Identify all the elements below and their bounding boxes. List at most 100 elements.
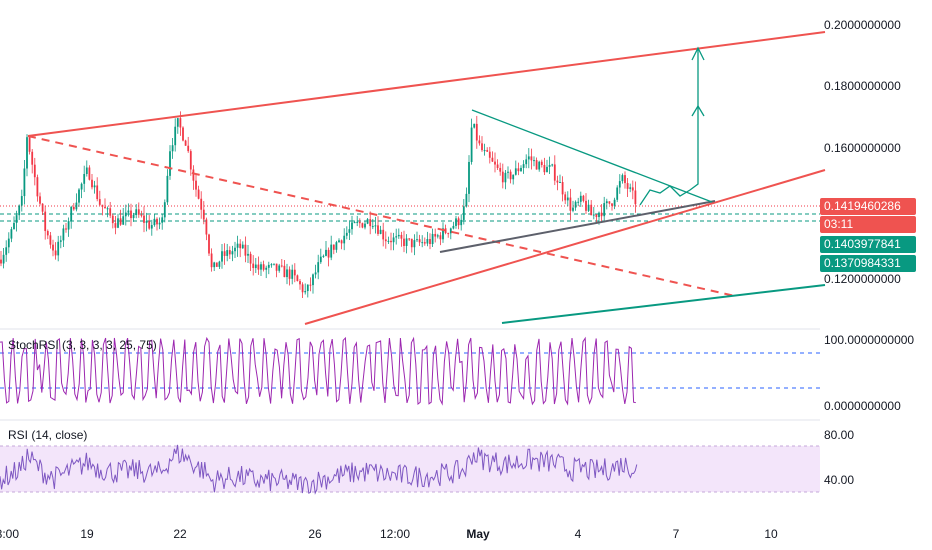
candle-body bbox=[358, 221, 361, 224]
rsi-pane[interactable] bbox=[0, 444, 820, 495]
candle-body bbox=[228, 250, 231, 255]
candle-body bbox=[254, 264, 257, 269]
candle-body bbox=[530, 156, 533, 161]
x-label-5: May bbox=[466, 527, 490, 541]
candle-body bbox=[361, 223, 364, 228]
candle-body bbox=[174, 126, 177, 146]
candle-body bbox=[130, 210, 132, 219]
candle-body bbox=[595, 214, 598, 218]
candle-body bbox=[239, 243, 242, 249]
x-label-4: 12:00 bbox=[379, 527, 411, 541]
candle-body bbox=[309, 284, 312, 286]
candle-body bbox=[455, 218, 457, 226]
candle-body bbox=[57, 241, 60, 256]
stochrsi-scale-bottom: 0.0000000000 bbox=[824, 399, 901, 413]
candle-body bbox=[496, 164, 499, 168]
candle-body bbox=[75, 202, 78, 210]
candle-body bbox=[158, 222, 161, 225]
candle-body bbox=[590, 204, 593, 216]
candle-body bbox=[135, 209, 138, 216]
candle-body bbox=[247, 253, 249, 256]
candle-body bbox=[257, 264, 260, 270]
candle-body bbox=[78, 189, 80, 203]
candle-body bbox=[462, 206, 465, 220]
stochrsi-scale-top: 100.0000000000 bbox=[824, 333, 915, 347]
candle-body bbox=[377, 225, 379, 234]
candle-body bbox=[208, 234, 210, 254]
candle-body bbox=[520, 167, 522, 172]
candle-body bbox=[148, 221, 151, 229]
candle-body bbox=[278, 265, 281, 271]
candle-body bbox=[72, 206, 75, 210]
candle-body bbox=[504, 172, 507, 183]
candle-body bbox=[317, 262, 320, 273]
candle-body bbox=[267, 264, 270, 268]
candle-body bbox=[618, 181, 621, 188]
candle-body bbox=[611, 203, 613, 206]
candle-body bbox=[31, 151, 34, 165]
candle-body bbox=[403, 238, 405, 247]
stochrsi-line bbox=[0, 336, 636, 406]
candle-body bbox=[241, 244, 244, 249]
candle-body bbox=[283, 265, 286, 278]
candle-body bbox=[322, 255, 325, 257]
overlays bbox=[0, 31, 826, 421]
candle-body bbox=[7, 238, 10, 248]
candle-body bbox=[28, 137, 31, 152]
candle-body bbox=[270, 264, 273, 266]
countdown-tag: 03:11 bbox=[820, 216, 916, 233]
candle-body bbox=[117, 218, 119, 228]
candle-body bbox=[122, 216, 125, 225]
candle-body bbox=[343, 235, 346, 244]
candle-body bbox=[338, 240, 340, 243]
x-label-0: 18:00 bbox=[0, 527, 20, 541]
candle-body bbox=[286, 269, 288, 278]
candle-body bbox=[234, 247, 236, 252]
candle-body bbox=[54, 250, 57, 256]
candle-body bbox=[265, 267, 268, 270]
candle-body bbox=[39, 196, 41, 204]
price-pane[interactable] bbox=[0, 111, 820, 299]
x-label-3: 26 bbox=[308, 527, 322, 541]
candle-body bbox=[629, 187, 632, 189]
candle-body bbox=[96, 185, 99, 200]
candle-body bbox=[169, 151, 171, 176]
candle-body bbox=[434, 233, 437, 237]
candle-body bbox=[486, 150, 489, 152]
candle-body bbox=[348, 229, 351, 233]
candle-body bbox=[353, 222, 356, 224]
arrow-head-2 bbox=[691, 46, 705, 61]
candle-body bbox=[413, 240, 416, 248]
candle-body bbox=[202, 209, 205, 220]
candle-body bbox=[127, 210, 130, 213]
candle-body bbox=[564, 194, 567, 201]
long-support-line bbox=[501, 284, 826, 324]
candle-body bbox=[577, 201, 580, 203]
candle-body bbox=[205, 219, 208, 235]
candle-body bbox=[221, 251, 223, 262]
candle-body bbox=[351, 222, 353, 230]
candle-body bbox=[325, 249, 327, 256]
candle-body bbox=[104, 206, 106, 209]
candle-body bbox=[374, 225, 377, 227]
candle-body bbox=[452, 225, 455, 229]
candle-body bbox=[405, 238, 408, 247]
candle-body bbox=[26, 137, 28, 169]
candle-body bbox=[150, 225, 153, 229]
candle-body bbox=[382, 229, 385, 240]
candle-body bbox=[416, 239, 418, 241]
rsi-title[interactable]: RSI (14, close) bbox=[8, 428, 88, 442]
ascending-support-line bbox=[304, 169, 826, 325]
candle-body bbox=[200, 198, 203, 210]
candle-body bbox=[330, 244, 333, 258]
candle-body bbox=[364, 223, 366, 228]
candle-body bbox=[80, 183, 83, 190]
candle-body bbox=[192, 169, 195, 181]
stochrsi-title[interactable]: StochRSI (3, 3, 3, 3, 25, 75) bbox=[8, 338, 157, 352]
candle-body bbox=[296, 275, 299, 282]
candle-body bbox=[119, 218, 122, 225]
x-label-2: 22 bbox=[173, 527, 187, 541]
candle-body bbox=[252, 263, 255, 269]
stochrsi-pane[interactable] bbox=[0, 336, 820, 406]
